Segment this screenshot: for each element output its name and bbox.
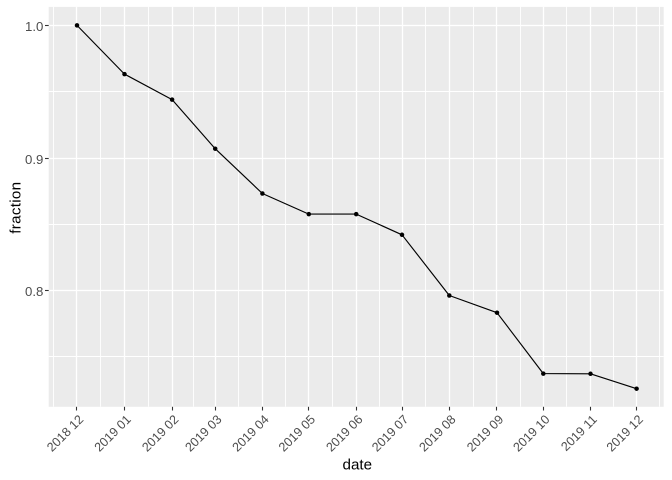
svg-text:date: date	[343, 456, 373, 473]
svg-text:0.8: 0.8	[25, 284, 43, 299]
svg-text:fraction: fraction	[8, 182, 25, 234]
svg-text:1.0: 1.0	[25, 19, 43, 34]
svg-text:0.9: 0.9	[25, 152, 43, 167]
